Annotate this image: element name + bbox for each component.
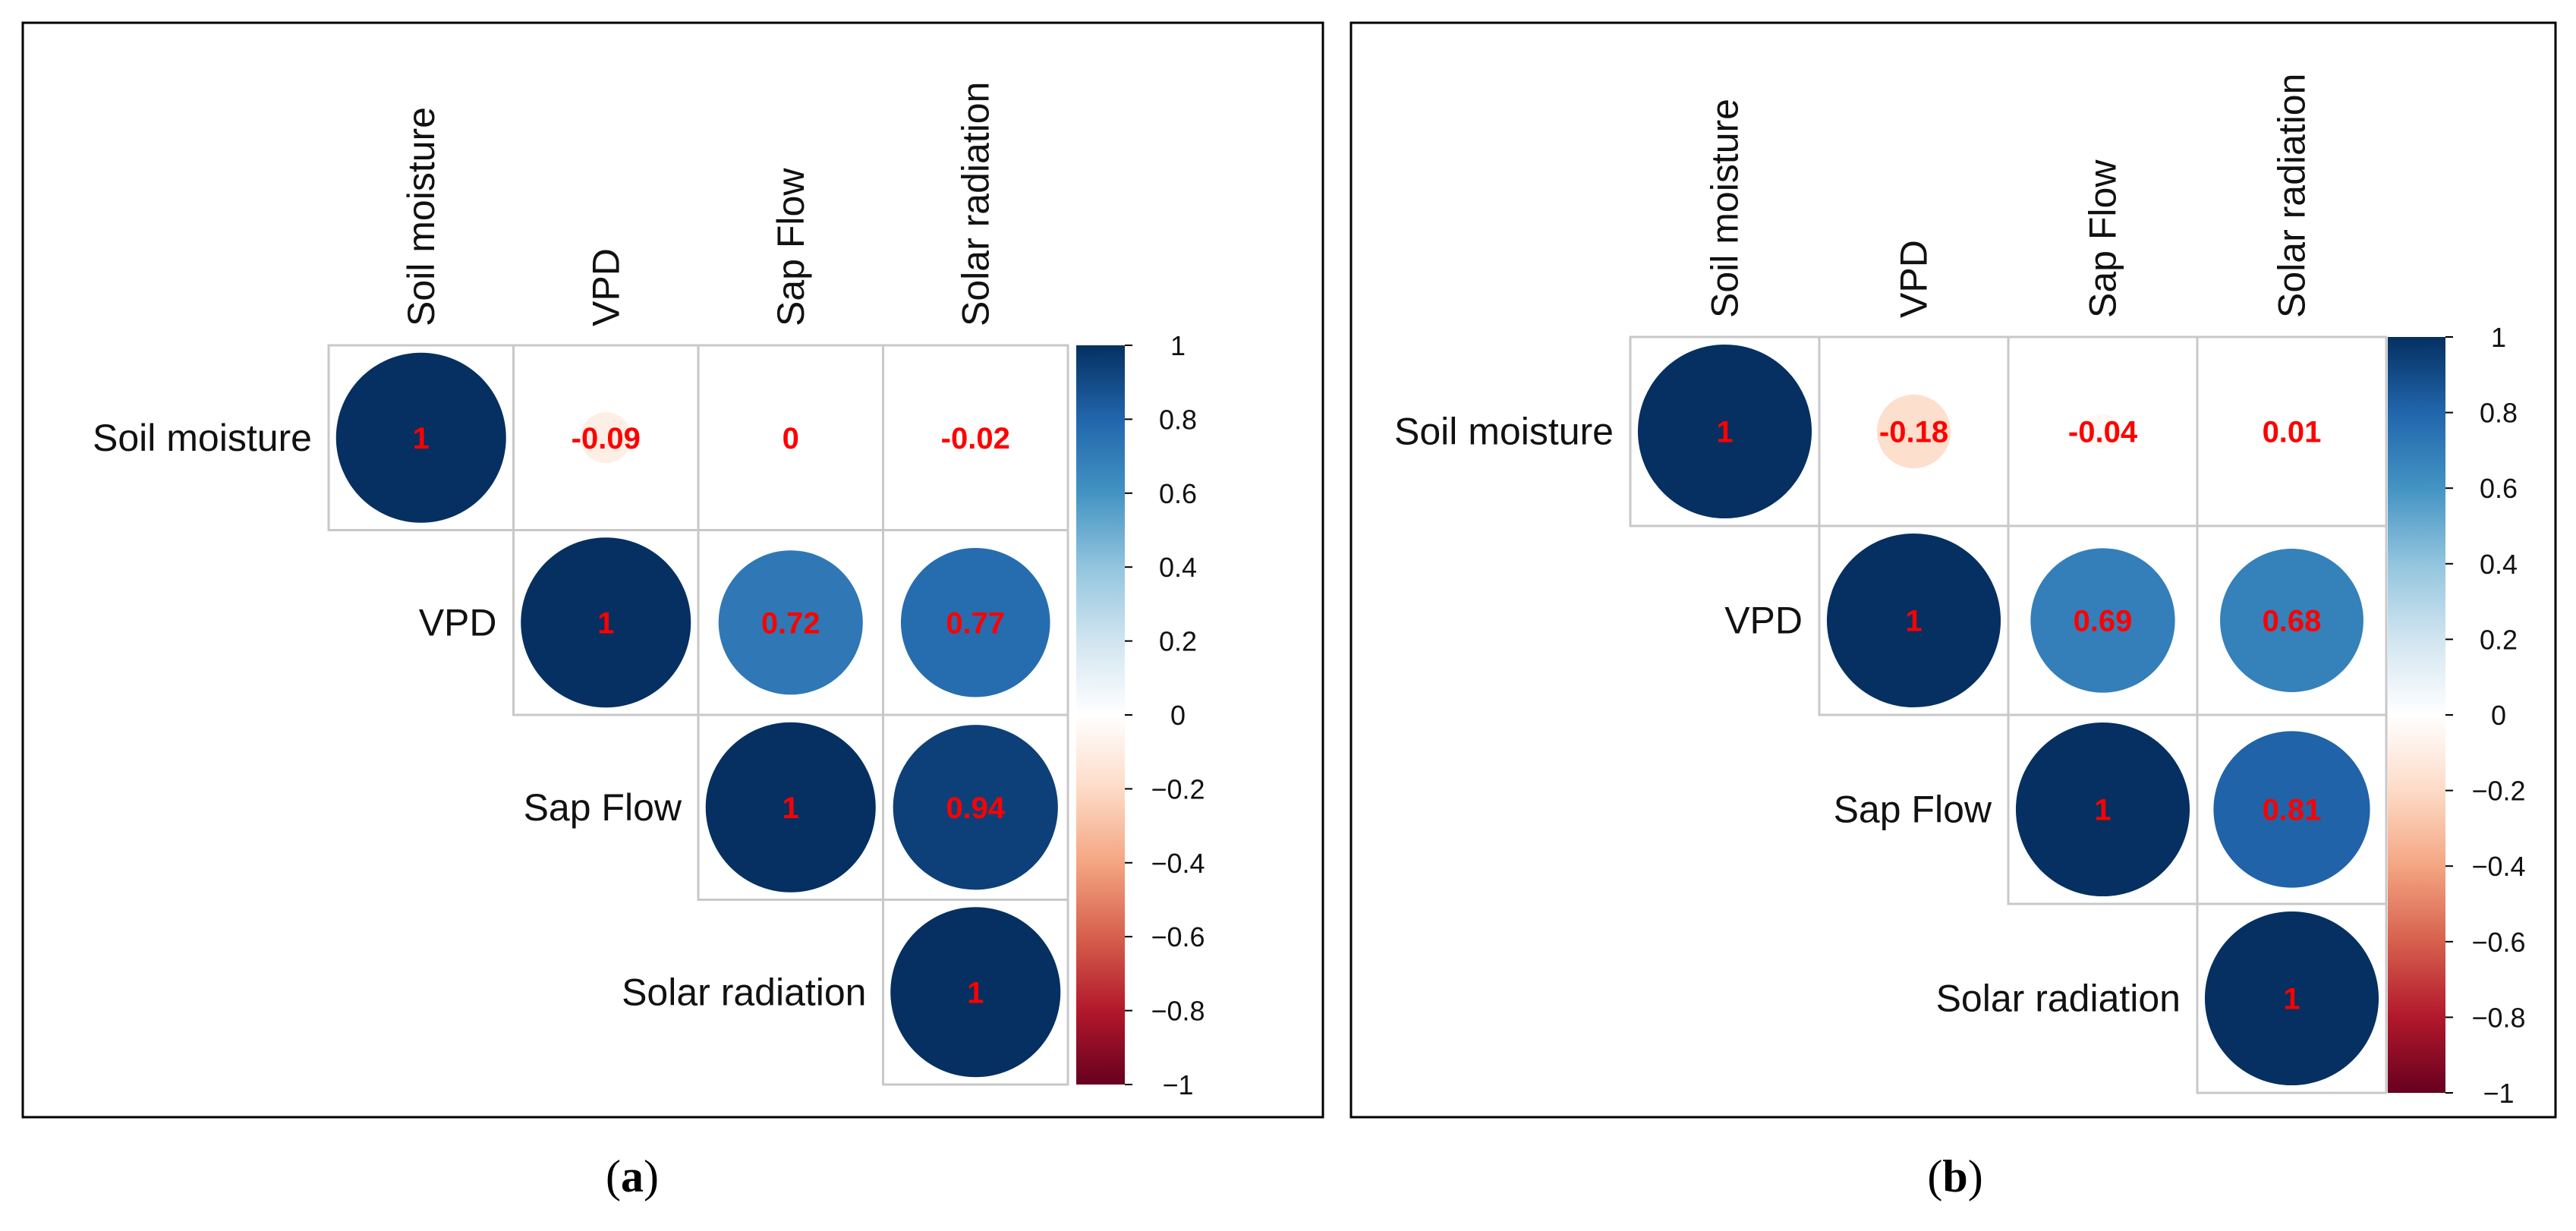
colorbar-tick-label: −0.2 [2471, 776, 2525, 807]
colorbar-tick-label: −1 [2483, 1078, 2514, 1109]
row-label: Sap Flow [1834, 789, 1992, 831]
correlation-value: -0.04 [2068, 416, 2138, 449]
row-label: Sap Flow [524, 786, 682, 829]
correlation-circle [335, 352, 506, 523]
panel-a: Soil moisture VPD Sap Flow Solar radiation S… [21, 21, 1324, 1201]
correlation-value: 1 [1905, 605, 1922, 638]
correlation-circle [963, 425, 988, 450]
correlation-circle [1637, 344, 1812, 519]
row-label: VPD [419, 601, 497, 644]
panel-label: b [1942, 1151, 1967, 1201]
correlation-circle [2204, 911, 2379, 1086]
correlation-value: 1 [597, 606, 614, 640]
correlation-circle [1826, 533, 2001, 708]
colorbar-tick-label: −0.4 [2471, 851, 2525, 882]
colorbar-tick-label: 0.8 [1159, 404, 1197, 435]
colorbar-tick-label: 0.2 [1159, 626, 1197, 657]
column-label: VPD [584, 248, 627, 326]
correlation-value: 0.81 [2263, 794, 2322, 827]
colorbar-tick-label: 1 [1170, 330, 1186, 361]
panel-frame [1349, 21, 2557, 1119]
correlation-circle [900, 547, 1050, 697]
correlation-circle [2213, 731, 2370, 888]
correlation-value: 1 [413, 422, 430, 455]
correlation-circle [2283, 423, 2300, 440]
colorbar-tick-label: −0.2 [1151, 773, 1205, 804]
column-label: Solar radiation [2271, 74, 2313, 318]
colorbar-tick-label: −0.6 [1151, 921, 1205, 952]
colorbar-tick-label: −0.8 [2471, 1002, 2525, 1033]
colorbar-tick-label: −0.8 [1151, 996, 1205, 1027]
correlation-value: 0.69 [2074, 605, 2133, 638]
colorbar-tick-label: 1 [2491, 322, 2506, 353]
correlation-value: 0 [783, 422, 799, 455]
colorbar-tick-label: −0.4 [1151, 848, 1205, 879]
colorbar-tick-label: 0.4 [2480, 549, 2518, 580]
panel-frame [21, 21, 1324, 1119]
row-label: Soil moisture [1394, 411, 1614, 453]
correlation-value: -0.02 [941, 422, 1010, 455]
colorbar-tick-label: 0 [1170, 700, 1186, 731]
correlation-value: 0.72 [761, 606, 820, 640]
correlation-value: 0.77 [946, 606, 1005, 640]
correlation-value: 1 [2094, 794, 2111, 827]
column-label: Solar radiation [954, 82, 997, 326]
correlation-circle [580, 412, 631, 464]
correlation-circle [893, 725, 1058, 890]
correlation-value: 0.01 [2263, 416, 2322, 449]
panel-label: a [621, 1151, 644, 1201]
colorbar-tick-label: 0.4 [1159, 552, 1197, 583]
correlation-circle [2030, 548, 2175, 693]
colorbar [1076, 345, 1125, 1085]
column-label: Sap Flow [2082, 159, 2124, 318]
colorbar-tick-label: 0.2 [2480, 624, 2518, 655]
correlation-value: 1 [1716, 416, 1733, 449]
panel-caption: (b) [1927, 1151, 1982, 1201]
colorbar-tick-label: −0.6 [2471, 927, 2525, 958]
column-label: Soil moisture [1704, 99, 1746, 318]
correlation-circle [521, 537, 691, 708]
correlation-circle [718, 550, 863, 695]
correlation-value: -0.18 [1879, 416, 1948, 449]
column-label: VPD [1893, 240, 1935, 318]
correlation-value: 0.68 [2263, 605, 2322, 638]
correlation-value: 0.94 [946, 792, 1006, 825]
correlation-circle [1876, 394, 1951, 469]
panel-caption: (a) [606, 1151, 659, 1201]
correlation-circle [2085, 414, 2121, 449]
colorbar-tick-label: 0.6 [1159, 478, 1197, 509]
colorbar-tick-label: 0.8 [2480, 398, 2518, 429]
panel-b: Soil moisture VPD Sap Flow Solar radiation S… [1349, 21, 2557, 1201]
column-label: Soil moisture [400, 107, 442, 326]
correlation-circle [890, 907, 1061, 1078]
colorbar [2388, 337, 2445, 1093]
correlation-circle [2220, 549, 2363, 692]
column-label: Sap Flow [770, 168, 812, 326]
row-label: VPD [1724, 600, 1803, 642]
correlation-value: 1 [783, 792, 799, 825]
correlation-circle [2015, 722, 2190, 897]
correlation-circle [705, 722, 876, 893]
colorbar-tick-label: 0 [2491, 700, 2506, 731]
row-label: Solar radiation [1936, 978, 2181, 1020]
row-label: Soil moisture [93, 417, 312, 459]
row-label: Solar radiation [622, 971, 866, 1013]
correlation-value: 1 [967, 976, 984, 1009]
correlation-value: 1 [2283, 983, 2300, 1016]
colorbar-tick-label: −1 [1162, 1069, 1193, 1100]
colorbar-tick-label: 0.6 [2480, 473, 2518, 504]
correlation-value: -0.09 [572, 422, 641, 455]
